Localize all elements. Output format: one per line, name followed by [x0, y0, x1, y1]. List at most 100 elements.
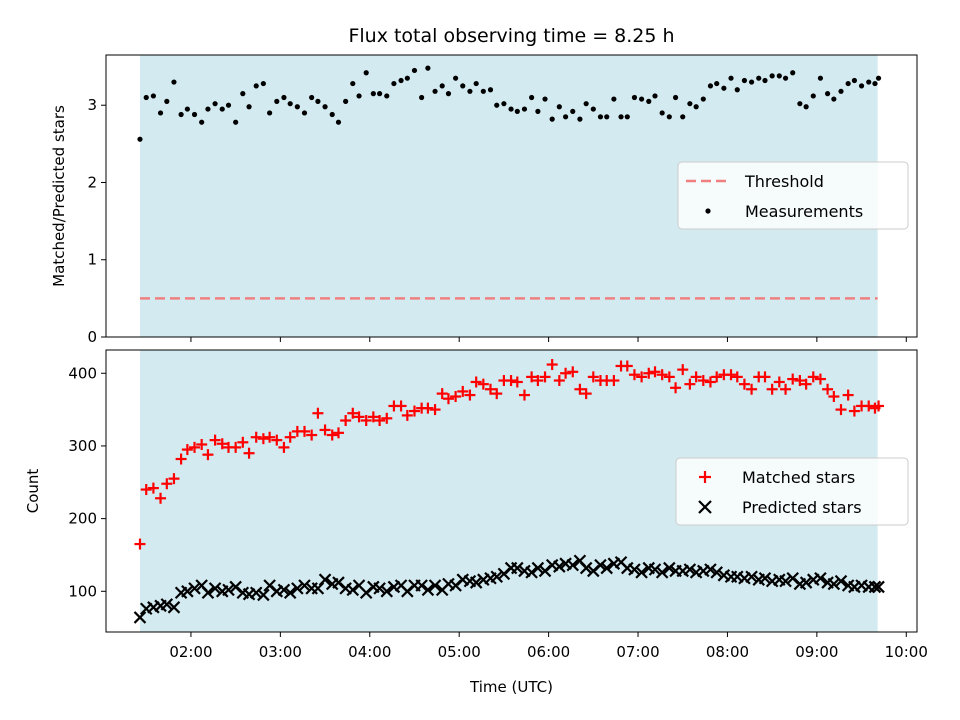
predicted-point-73	[635, 566, 648, 579]
matched-point-59	[539, 371, 551, 383]
measurement-point-85	[721, 85, 727, 91]
matched-point-101	[828, 391, 840, 403]
matched-point-33	[360, 415, 372, 426]
xtick-label-6: 08:00	[706, 643, 749, 661]
measurement-point-96	[797, 101, 803, 107]
measurement-point-33	[363, 70, 369, 76]
matched-point-102	[835, 404, 847, 416]
matched-point-44	[436, 388, 448, 400]
measurement-point-1	[143, 94, 149, 101]
matched-point-5	[168, 473, 180, 485]
predicted-point-101	[827, 577, 841, 591]
matched-point-89	[746, 383, 758, 395]
measurement-point-65	[583, 101, 589, 107]
measurement-point-11	[212, 101, 218, 107]
matched-point-65	[580, 388, 592, 400]
matched-point-11	[209, 434, 221, 446]
matched-point-9	[196, 438, 208, 450]
matched-point-0	[134, 538, 146, 550]
measurement-point-51	[487, 87, 494, 93]
measurement-point-60	[549, 116, 555, 122]
measurement-point-99	[817, 75, 824, 81]
measurement-point-46	[453, 75, 459, 81]
matched-point-49	[470, 376, 482, 388]
matched-point-69	[608, 375, 620, 387]
measurement-point-2	[150, 93, 156, 99]
measurement-point-32	[356, 93, 362, 99]
matched-point-24	[299, 425, 311, 437]
xtick-label-2: 04:00	[348, 643, 391, 661]
measurement-point-100	[824, 91, 831, 97]
measurement-point-86	[728, 75, 734, 81]
matched-point-95	[787, 373, 799, 385]
predicted-point-89	[745, 570, 758, 584]
measurement-point-102	[838, 88, 844, 94]
top-ytick-label-0: 0	[87, 328, 97, 346]
measurement-point-22	[287, 101, 293, 107]
measurement-point-44	[439, 83, 445, 89]
measurement-point-105	[858, 83, 865, 89]
matched-point-40	[408, 405, 420, 417]
matched-point-98	[807, 371, 819, 383]
measurement-point-70	[618, 114, 624, 120]
xtick-label-4: 06:00	[527, 643, 570, 661]
matched-point-62	[560, 367, 572, 379]
measurement-point-7	[184, 106, 190, 112]
xtick-label-0: 02:00	[169, 643, 212, 661]
xtick-label-8: 10:00	[885, 643, 928, 661]
matched-point-31	[347, 407, 359, 419]
predicted-point-57	[525, 566, 538, 579]
matched-point-51	[484, 383, 496, 395]
bottom-y-axis-label: Count	[24, 469, 42, 514]
measurement-point-16	[246, 104, 252, 110]
measurement-point-93	[776, 73, 782, 79]
matched-point-99	[814, 373, 826, 385]
measurement-point-13	[225, 102, 232, 108]
predicted-point-65	[579, 561, 593, 575]
predicted-point-23	[291, 582, 304, 595]
matched-point-103	[842, 389, 854, 401]
measurement-point-59	[542, 96, 548, 102]
predicted-point-77	[663, 561, 676, 575]
measurement-point-107	[872, 80, 878, 87]
measurement-point-24	[301, 110, 308, 116]
measurement-point-84	[714, 80, 720, 87]
matched-point-17	[250, 431, 262, 443]
measurement-point-57	[529, 94, 535, 101]
matched-point-92	[766, 383, 778, 395]
predicted-point-52	[490, 570, 504, 584]
measurement-point-58	[535, 108, 541, 114]
matched-point-28	[326, 429, 338, 441]
legend-measurements-swatch	[705, 208, 711, 214]
predicted-point-11	[208, 582, 222, 595]
measurement-point-39	[404, 75, 410, 81]
measurement-point-20	[274, 98, 280, 104]
matched-point-73	[636, 371, 648, 383]
predicted-point-0	[133, 611, 147, 624]
measurement-point-34	[370, 91, 376, 97]
top-axes-frame	[105, 54, 918, 338]
matched-point-79	[677, 364, 689, 376]
matched-point-83	[704, 376, 716, 388]
matched-point-27	[319, 424, 331, 436]
bottom-ytick-label-1: 200	[68, 510, 97, 528]
measurement-point-48	[467, 88, 473, 94]
measurement-point-63	[570, 108, 576, 114]
top-x-ticks	[190, 337, 907, 342]
matched-point-77	[663, 371, 675, 383]
matched-point-16	[243, 447, 255, 459]
measurement-point-15	[240, 91, 246, 97]
measurement-point-77	[666, 114, 672, 120]
matched-point-4	[161, 478, 173, 490]
matched-point-8	[189, 441, 201, 453]
measurement-point-75	[652, 93, 658, 99]
matched-point-50	[477, 378, 489, 390]
bottom-legend: Matched stars Predicted stars	[675, 457, 909, 526]
measurement-point-81	[693, 104, 699, 110]
measurement-point-42	[425, 65, 431, 71]
measurement-point-27	[322, 104, 328, 110]
measurement-point-89	[748, 79, 755, 85]
bottom-y-ticks: 100 200 300 400	[68, 364, 106, 600]
matched-point-78	[670, 382, 682, 394]
